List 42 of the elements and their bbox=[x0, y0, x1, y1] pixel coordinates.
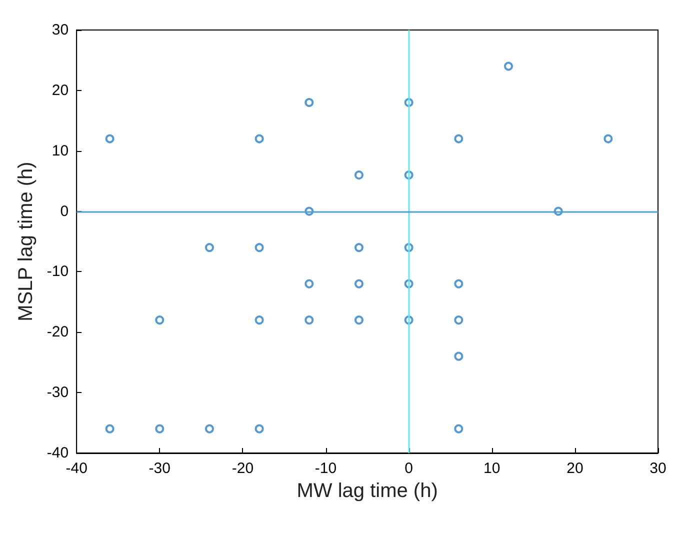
y-tick-label: 20 bbox=[52, 82, 69, 99]
x-tick-label: -20 bbox=[232, 460, 254, 477]
point bbox=[254, 316, 264, 325]
point bbox=[304, 98, 314, 108]
point bbox=[204, 243, 214, 252]
point bbox=[454, 424, 464, 434]
point bbox=[454, 352, 464, 361]
y-tick-label: 0 bbox=[60, 202, 69, 220]
point bbox=[304, 279, 314, 288]
y-tick-label: -10 bbox=[46, 263, 69, 280]
x-tick-label: 30 bbox=[650, 460, 666, 477]
point bbox=[354, 316, 364, 325]
point bbox=[254, 424, 264, 434]
point bbox=[105, 424, 114, 434]
point bbox=[304, 316, 314, 325]
y-tick-label: 30 bbox=[52, 22, 69, 38]
point bbox=[504, 62, 513, 71]
y-tick-label: 10 bbox=[52, 142, 69, 160]
x-tick-label: 10 bbox=[484, 460, 500, 477]
point bbox=[155, 316, 164, 325]
point bbox=[254, 243, 264, 252]
point bbox=[454, 134, 464, 144]
point bbox=[454, 316, 464, 325]
y-axis-title: MSLP lag time (h) bbox=[15, 162, 37, 322]
x-axis-title: MW lag time (h) bbox=[296, 480, 438, 502]
y-tick-label: -20 bbox=[46, 324, 69, 341]
point bbox=[254, 134, 264, 144]
x-tick-label: 20 bbox=[566, 460, 584, 477]
y-tick-label: -30 bbox=[46, 384, 69, 402]
point bbox=[155, 424, 164, 434]
point bbox=[354, 243, 364, 252]
point bbox=[604, 134, 613, 144]
y-tick-label: -40 bbox=[46, 444, 69, 462]
x-tick-label: -30 bbox=[148, 460, 170, 477]
x-tick-label: 0 bbox=[404, 460, 413, 477]
x-tick-label: -40 bbox=[66, 460, 88, 477]
x-tick-label: -10 bbox=[314, 460, 337, 477]
point bbox=[204, 424, 214, 434]
point bbox=[454, 279, 464, 288]
point bbox=[354, 170, 364, 180]
point bbox=[354, 279, 364, 288]
point bbox=[105, 134, 114, 144]
